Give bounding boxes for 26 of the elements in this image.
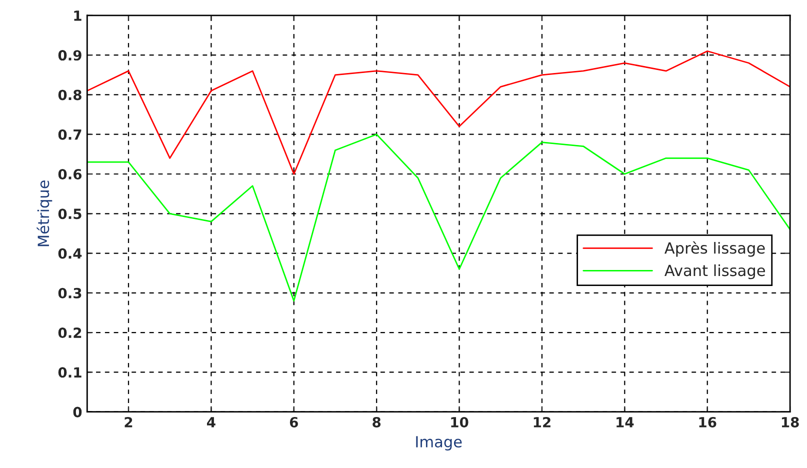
x-axis-title: Image [416,436,462,450]
x-tick-label: 12 [534,416,550,428]
y-tick-label: 1 [74,10,82,21]
y-tick-label: 0.2 [58,328,82,338]
x-tick-label: 2 [124,416,132,428]
legend-label: Avant lissage [664,264,765,280]
y-tick-label: 0.1 [58,367,82,378]
x-tick-label: 8 [372,416,381,428]
y-tick-label: 0.9 [58,50,82,61]
y-tick-label: 0.8 [58,90,82,100]
x-tick-label: 10 [451,416,468,428]
y-tick-label: 0.7 [58,129,82,140]
y-axis-title: Métrique [36,180,52,246]
x-tick-label: 18 [782,416,799,428]
line-series [87,134,790,302]
x-tick-label: 16 [699,416,716,428]
y-tick-label: 0.5 [58,208,82,220]
y-tick-label: 0.4 [58,248,82,259]
line-series [87,50,790,175]
y-tick-label: 0.3 [58,288,82,298]
x-tick-label: 14 [616,417,634,428]
y-tick-label: 0.6 [58,168,82,180]
x-tick-label: 4 [206,417,216,428]
legend-label: Après lissage [664,241,765,257]
x-tick-label: 6 [290,416,298,428]
y-tick-label: 0 [73,406,82,418]
